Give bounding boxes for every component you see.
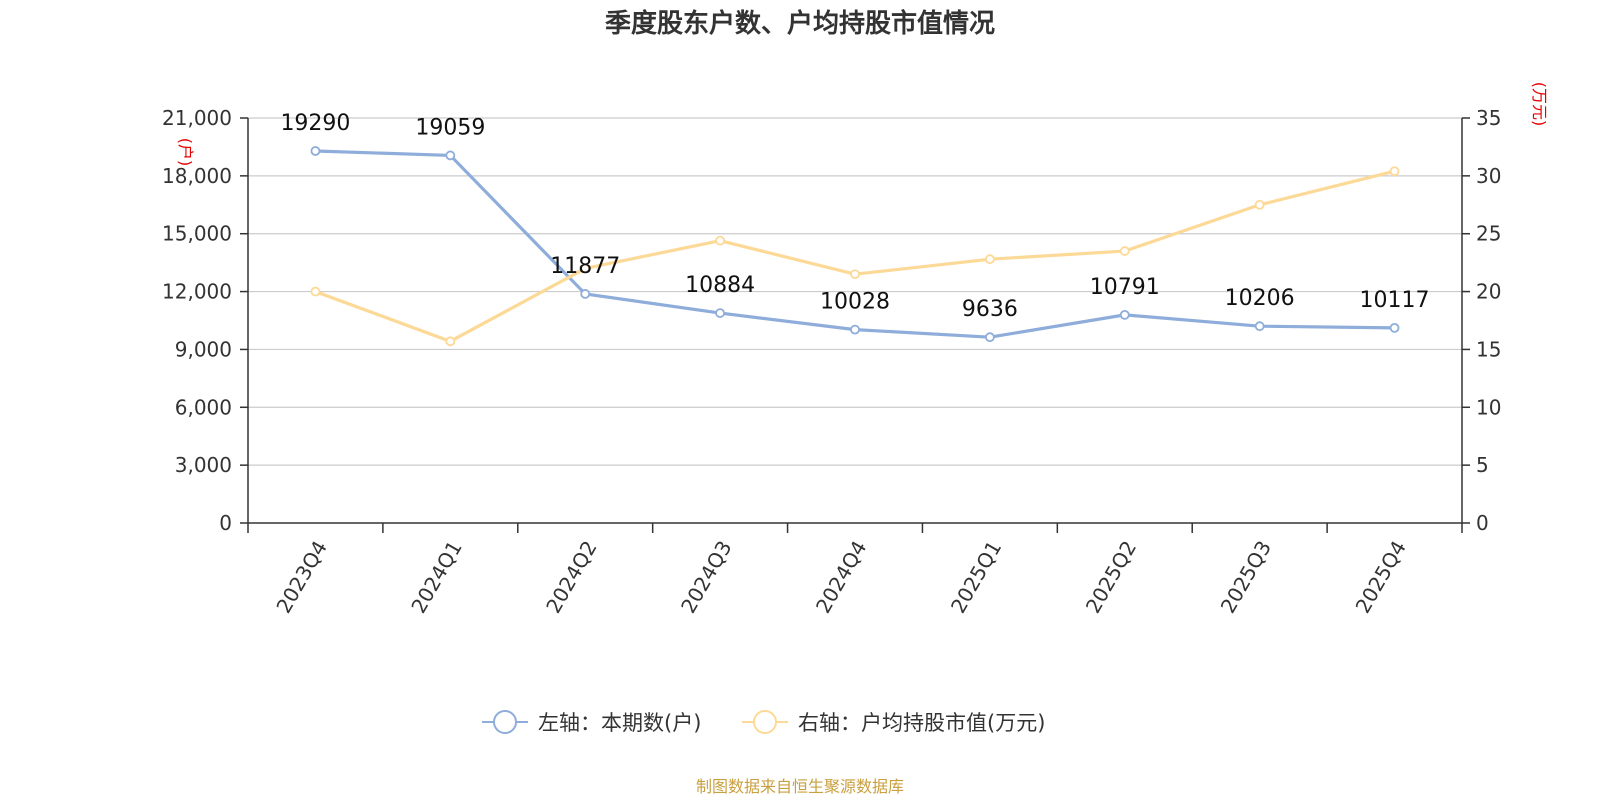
axes: 0 3,000 6,000 9,000 12,000 15,000 18,000 21,000… <box>162 106 1501 617</box>
data-point-right[interactable] <box>1119 246 1130 256</box>
right-axis-tick-label: 10 <box>1476 395 1501 419</box>
left-axis-tick-label: 9,000 <box>175 337 232 361</box>
right-axis-tick-label: 0 <box>1476 511 1489 535</box>
left-axis-tick-label: 15,000 <box>162 222 232 246</box>
right-axis-tick-label: 30 <box>1476 164 1501 188</box>
data-label: 10028 <box>820 290 890 315</box>
right-axis-tick-label: 25 <box>1476 222 1501 246</box>
data-label: 19290 <box>280 111 350 136</box>
x-axis-tick-label: 2023Q4 <box>271 537 331 618</box>
x-axis-tick-label: 2025Q1 <box>946 537 1006 618</box>
legend-item-left-series[interactable]: 左轴：本期数(户) <box>482 710 701 735</box>
x-axis-tick-label: 2025Q2 <box>1081 537 1141 618</box>
data-point-right[interactable] <box>1389 166 1400 177</box>
data-label: 10117 <box>1360 288 1430 313</box>
data-label: 10791 <box>1090 275 1160 300</box>
data-point-right[interactable] <box>580 263 591 274</box>
data-label: 10206 <box>1225 286 1295 311</box>
legend-marker-icon <box>493 710 517 734</box>
data-point-right[interactable] <box>715 235 726 246</box>
right-axis-unit: (万元) <box>1530 82 1549 127</box>
x-axis-tick-label: 2024Q4 <box>811 537 871 618</box>
grid-lines <box>248 117 1462 466</box>
data-point-left[interactable] <box>984 332 995 343</box>
chart-title: 季度股东户数、户均持股市值情况 <box>605 8 995 39</box>
legend-label: 左轴：本期数(户) <box>538 711 701 735</box>
right-axis-tick-label: 35 <box>1476 106 1501 130</box>
right-axis-tick-label: 5 <box>1476 453 1489 477</box>
source-note: 制图数据来自恒生聚源数据库 <box>696 777 904 796</box>
right-axis-tick-label: 20 <box>1476 280 1501 304</box>
x-axis-tick-label: 2024Q1 <box>406 537 466 618</box>
left-axis-tick-label: 21,000 <box>162 106 232 130</box>
legend-marker-icon <box>753 710 777 734</box>
right-axis-tick-label: 15 <box>1476 337 1501 361</box>
series-line-right <box>314 169 1395 343</box>
x-axis-tick-label: 2025Q3 <box>1216 537 1276 618</box>
data-point-left[interactable] <box>1254 321 1265 332</box>
legend-item-right-series[interactable]: 右轴：户均持股市值(万元) <box>742 710 1045 735</box>
data-point-left[interactable] <box>1389 322 1400 333</box>
data-point-left[interactable] <box>310 146 321 156</box>
data-label: 10884 <box>685 273 755 298</box>
data-point-left[interactable] <box>1119 309 1130 320</box>
data-label: 19059 <box>415 115 485 140</box>
data-point-right[interactable] <box>984 254 995 265</box>
data-label: 9636 <box>962 297 1018 322</box>
data-point-left[interactable] <box>850 324 860 335</box>
data-label: 11877 <box>550 254 620 279</box>
left-axis-tick-label: 6,000 <box>175 395 232 419</box>
data-point-left[interactable] <box>715 308 726 318</box>
legend: 左轴：本期数(户) 右轴：户均持股市值(万元) <box>482 710 1045 735</box>
data-point-left[interactable] <box>445 150 456 161</box>
data-point-right[interactable] <box>310 286 321 297</box>
series-layer: 19290 19059 11877 10884 10028 9636 10791 10206 1… <box>280 111 1430 347</box>
left-axis-unit: (户) <box>176 138 195 167</box>
left-axis-tick-label: 18,000 <box>162 164 232 188</box>
legend-label: 右轴：户均持股市值(万元) <box>798 711 1045 735</box>
data-point-right[interactable] <box>1254 199 1265 210</box>
left-axis-tick-label: 12,000 <box>162 280 232 304</box>
x-axis-tick-label: 2025Q4 <box>1351 537 1411 618</box>
x-axis-tick-label: 2024Q2 <box>541 537 601 618</box>
data-point-right[interactable] <box>445 336 456 347</box>
x-axis-tick-label: 2024Q3 <box>676 537 736 618</box>
data-point-right[interactable] <box>850 269 860 280</box>
left-axis-tick-label: 3,000 <box>175 453 232 477</box>
data-point-left[interactable] <box>580 289 591 299</box>
left-axis-tick-label: 0 <box>219 511 232 535</box>
